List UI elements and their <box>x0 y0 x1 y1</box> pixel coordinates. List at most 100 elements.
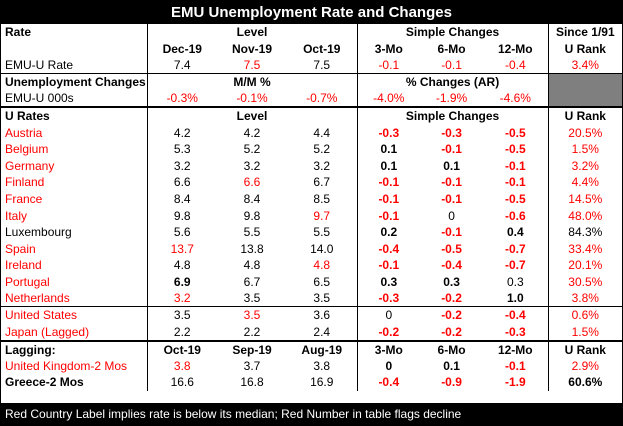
cell: -4.0% <box>356 90 421 108</box>
cell: 0.6% <box>547 306 623 324</box>
cell: 7.5 <box>243 58 261 73</box>
cell: 0.3 <box>356 273 421 291</box>
cell: 9.8 <box>146 207 217 224</box>
cell: 3.7 <box>243 358 261 373</box>
cell: -0.2 <box>420 306 484 324</box>
table-row: Austria 4.2 4.2 4.4 -0.3 -0.3 -0.5 20.5% <box>1 124 623 141</box>
header-aug19: Aug-19 <box>287 339 358 358</box>
cell: 3.5 <box>146 306 217 324</box>
header-sep19: Sep-19 <box>217 339 287 358</box>
header-row-3: Unemployment Changes M/M % % Changes (AR… <box>1 73 623 91</box>
table-row: Italy 9.8 9.8 9.7 -0.1 0 -0.6 48.0% <box>1 207 623 224</box>
row-label: Finland <box>5 175 45 190</box>
header-3mo: 3-Mo <box>356 40 421 58</box>
cell: 4.2 <box>243 125 261 140</box>
country-rows: Austria 4.2 4.2 4.4 -0.3 -0.3 -0.5 20.5% Belgium… <box>1 124 623 308</box>
cell: -0.4 <box>483 306 549 324</box>
cell: 20.1% <box>547 257 623 274</box>
cell: 0.2 <box>356 223 421 241</box>
header-nov19: Nov-19 <box>231 41 272 56</box>
cell: 3.2 <box>313 158 331 173</box>
table-row: Portugal 6.9 6.7 6.5 0.3 0.3 0.3 30.5% <box>1 273 623 291</box>
table-row: Belgium 5.3 5.2 5.2 0.1 -0.1 -0.5 1.5% <box>1 140 623 158</box>
cell: 8.4 <box>243 192 261 207</box>
cell: 5.6 <box>146 223 217 241</box>
table-row: France 8.4 8.4 8.5 -0.1 -0.1 -0.5 14.5% <box>1 190 623 208</box>
cell: 9.7 <box>313 208 331 223</box>
row-label: France <box>5 192 43 207</box>
header-12mo-b: 12-Mo <box>483 339 549 358</box>
row-label: Ireland <box>5 258 42 273</box>
cell: 5.2 <box>243 142 261 157</box>
cell: 6.7 <box>243 275 261 290</box>
cell: 1.5% <box>547 140 623 158</box>
cell: -0.3 <box>504 324 526 339</box>
cell: 4.8 <box>313 258 331 273</box>
cell: 6.6 <box>146 174 217 191</box>
cell: -0.9 <box>441 375 462 390</box>
cell: 3.2 <box>146 290 217 308</box>
cell: 8.5 <box>313 192 331 207</box>
header-u-rank-3: U Rank <box>547 339 623 358</box>
table-row: Spain 13.7 13.8 14.0 -0.4 -0.5 -0.7 33.4% <box>1 240 623 258</box>
cell: 6.7 <box>313 175 331 190</box>
cell: -0.5 <box>504 142 526 157</box>
cell: -0.4 <box>504 58 526 73</box>
cell: 3.8 <box>146 357 217 375</box>
table-row: Ireland 4.8 4.8 4.8 -0.1 -0.4 -0.7 20.1% <box>1 257 623 274</box>
header-since: Since 1/91 <box>547 24 623 41</box>
cell: -0.5 <box>504 125 526 140</box>
cell: 3.5 <box>287 290 358 308</box>
cell: 0.3 <box>443 275 460 290</box>
header-level: Level <box>146 24 358 41</box>
header-rate: Rate <box>5 25 32 40</box>
row-label: Luxembourg <box>5 225 72 240</box>
header-row-5: Lagging: Oct-19 Sep-19 Aug-19 3-Mo 6-Mo … <box>1 339 623 358</box>
cell: -0.1 <box>441 58 462 73</box>
row-label: United Kingdom-2 Mos <box>5 358 128 373</box>
cell: 0.1 <box>356 157 421 175</box>
header-oct19: Oct-19 <box>303 41 341 56</box>
cell: 3.5 <box>217 306 287 324</box>
row-label: Netherlands <box>1 290 147 308</box>
table-row: Luxembourg 5.6 5.5 5.5 0.2 -0.1 0.4 84.3% <box>1 223 623 241</box>
cell: 3.6 <box>287 306 358 324</box>
cell: -0.1 <box>441 175 462 190</box>
cell: 33.4% <box>547 240 623 258</box>
cell: 3.2 <box>243 158 261 173</box>
cell: 60.6% <box>547 374 623 391</box>
cell: 4.2 <box>146 124 217 141</box>
cell: 1.5% <box>547 323 623 341</box>
cell: 4.8 <box>243 258 261 273</box>
cell: 2.2 <box>243 324 261 339</box>
cell: 2.4 <box>313 324 331 339</box>
cell: 14.5% <box>547 190 623 208</box>
cell: 7.5 <box>313 58 331 73</box>
table-title: EMU Unemployment Rate and Changes <box>1 1 622 24</box>
cell: -1.9 <box>504 375 526 390</box>
cell: 3.5 <box>217 290 287 308</box>
lagging-rows: United Kingdom-2 Mos 3.8 3.7 3.8 0 0.1 -0.1 2.9… <box>1 357 623 391</box>
cell: 5.5 <box>243 225 261 240</box>
table-row: Finland 6.6 6.6 6.7 -0.1 -0.1 -0.1 4.4% <box>1 174 623 191</box>
table-row: Greece-2 Mos 16.6 16.8 16.9 -0.4 -0.9 -1.9 60.6… <box>1 374 623 391</box>
cell: 0.1 <box>443 158 460 173</box>
grey-cell <box>547 90 623 108</box>
cell: 2.9% <box>547 357 623 375</box>
cell: -0.1% <box>236 91 268 106</box>
row-label: Spain <box>5 241 36 256</box>
row-label: Greece-2 Mos <box>5 375 84 390</box>
cell: -0.1 <box>356 207 421 224</box>
header-row-1: Rate Level Simple Changes Since 1/91 <box>1 24 623 41</box>
cell: 1.0 <box>483 290 549 308</box>
header-u-rank-2: U Rank <box>547 106 623 125</box>
cell: -0.7% <box>306 91 338 106</box>
row-label: Austria <box>5 125 43 140</box>
header-6mo: 6-Mo <box>437 41 466 56</box>
non-emu-rows: United States 3.5 3.5 3.6 0 -0.2 -0.4 0.6% Japan… <box>1 306 623 341</box>
row-label: Japan (Lagged) <box>5 324 90 339</box>
cell: -0.3% <box>146 90 217 108</box>
cell: -0.3 <box>356 124 421 141</box>
table-row: United States 3.5 3.5 3.6 0 -0.2 -0.4 0.6% <box>1 306 623 324</box>
cell: 3.2% <box>547 157 623 175</box>
